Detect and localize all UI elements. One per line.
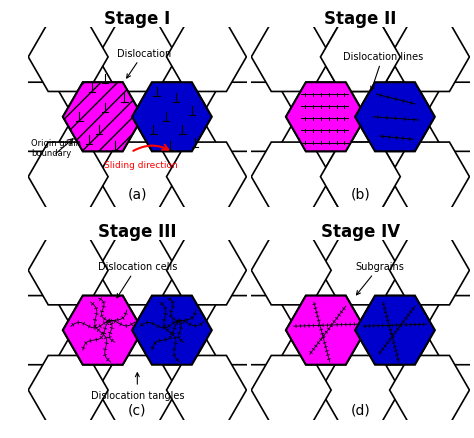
Polygon shape bbox=[424, 83, 474, 152]
Title: Stage IV: Stage IV bbox=[321, 223, 400, 240]
Polygon shape bbox=[286, 83, 366, 152]
Polygon shape bbox=[132, 83, 212, 152]
Polygon shape bbox=[286, 83, 366, 152]
Polygon shape bbox=[320, 356, 401, 424]
Polygon shape bbox=[390, 143, 469, 212]
Polygon shape bbox=[320, 143, 401, 212]
Polygon shape bbox=[320, 143, 401, 212]
Polygon shape bbox=[217, 296, 297, 365]
Polygon shape bbox=[132, 83, 212, 152]
Text: (d): (d) bbox=[350, 403, 370, 417]
Polygon shape bbox=[251, 23, 331, 92]
Text: Subgrains: Subgrains bbox=[355, 261, 404, 295]
Text: Dislocation cells: Dislocation cells bbox=[98, 261, 177, 298]
Text: (c): (c) bbox=[128, 403, 146, 417]
Polygon shape bbox=[251, 356, 331, 424]
Polygon shape bbox=[63, 83, 143, 152]
Polygon shape bbox=[286, 296, 366, 365]
Polygon shape bbox=[28, 236, 108, 305]
Polygon shape bbox=[166, 143, 246, 212]
Polygon shape bbox=[63, 83, 143, 152]
Title: Stage III: Stage III bbox=[98, 223, 177, 240]
Title: Stage I: Stage I bbox=[104, 10, 171, 28]
Polygon shape bbox=[217, 83, 297, 152]
Text: (a): (a) bbox=[128, 187, 147, 201]
Text: Origin grain
boundary: Origin grain boundary bbox=[31, 139, 81, 158]
Polygon shape bbox=[201, 83, 281, 152]
Title: Stage II: Stage II bbox=[324, 10, 397, 28]
Polygon shape bbox=[132, 296, 212, 365]
Polygon shape bbox=[28, 23, 108, 92]
Polygon shape bbox=[355, 83, 435, 152]
Polygon shape bbox=[424, 296, 474, 365]
Polygon shape bbox=[320, 236, 401, 305]
Polygon shape bbox=[166, 236, 246, 305]
Polygon shape bbox=[0, 83, 73, 152]
Polygon shape bbox=[132, 296, 212, 365]
Text: Dislocation tangles: Dislocation tangles bbox=[91, 373, 184, 400]
Text: Dislocation lines: Dislocation lines bbox=[343, 52, 423, 91]
Polygon shape bbox=[320, 23, 401, 92]
Polygon shape bbox=[251, 236, 331, 305]
Polygon shape bbox=[166, 356, 246, 424]
Polygon shape bbox=[390, 356, 469, 424]
Polygon shape bbox=[63, 296, 143, 365]
Polygon shape bbox=[63, 296, 143, 365]
Text: Sliding direction: Sliding direction bbox=[104, 161, 177, 170]
Polygon shape bbox=[28, 143, 108, 212]
Polygon shape bbox=[201, 296, 281, 365]
Polygon shape bbox=[97, 23, 177, 92]
Polygon shape bbox=[97, 143, 177, 212]
Polygon shape bbox=[166, 23, 246, 92]
Polygon shape bbox=[355, 83, 435, 152]
Polygon shape bbox=[97, 356, 177, 424]
Polygon shape bbox=[97, 236, 177, 305]
Polygon shape bbox=[320, 23, 401, 92]
Polygon shape bbox=[251, 143, 331, 212]
Polygon shape bbox=[355, 296, 435, 365]
Polygon shape bbox=[355, 296, 435, 365]
Polygon shape bbox=[28, 356, 108, 424]
Polygon shape bbox=[0, 296, 73, 365]
Polygon shape bbox=[390, 236, 469, 305]
Polygon shape bbox=[390, 23, 469, 92]
Text: Dislocation: Dislocation bbox=[117, 49, 171, 79]
Text: (b): (b) bbox=[350, 187, 370, 201]
Polygon shape bbox=[286, 296, 366, 365]
